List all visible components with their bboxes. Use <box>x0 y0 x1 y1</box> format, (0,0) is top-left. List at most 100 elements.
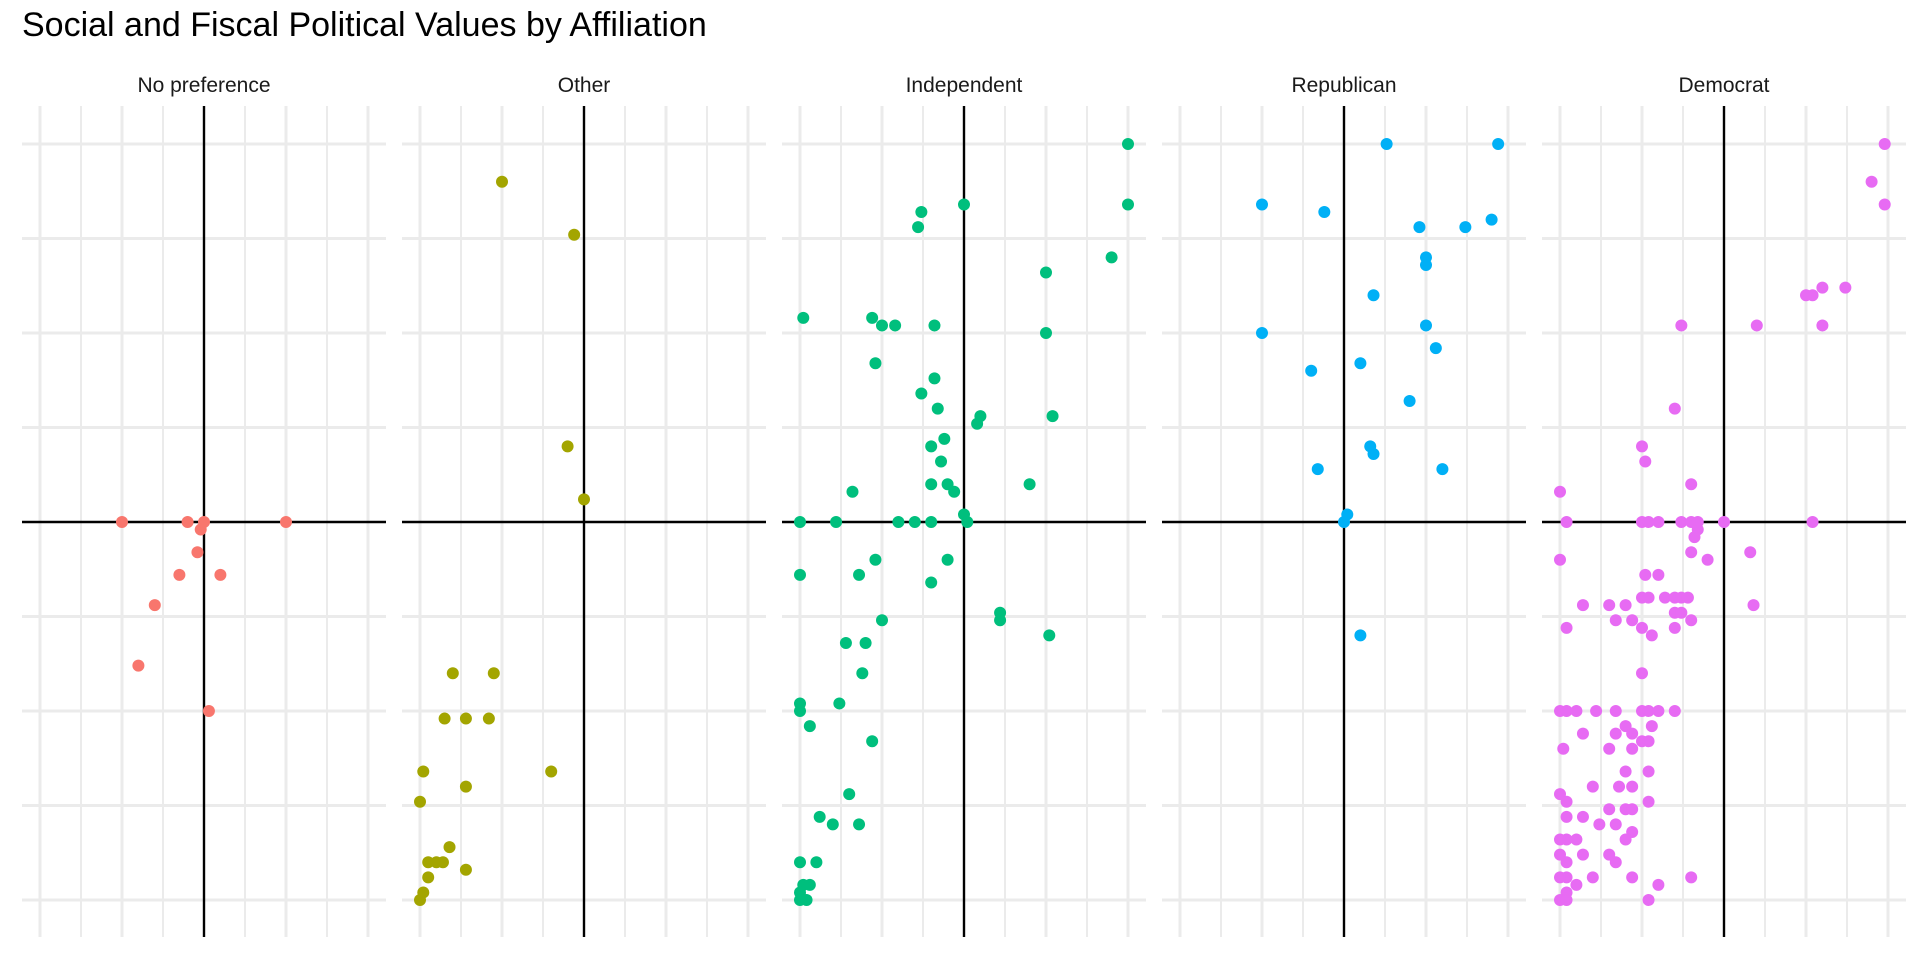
data-point <box>1603 742 1616 755</box>
data-point <box>1701 553 1714 566</box>
data-point <box>908 516 921 528</box>
data-point <box>797 311 810 324</box>
data-point <box>1636 667 1648 680</box>
data-point <box>876 319 888 332</box>
data-point <box>915 206 928 219</box>
data-point <box>892 516 905 528</box>
data-point <box>191 546 204 559</box>
data-point <box>1570 705 1583 717</box>
facet-panel: Democrat <box>1542 74 1906 937</box>
data-point <box>1609 727 1622 740</box>
data-point <box>803 720 816 733</box>
data-point <box>280 516 292 528</box>
data-point <box>436 856 449 869</box>
data-point <box>1420 258 1432 271</box>
data-point <box>1420 319 1432 332</box>
data-point <box>803 878 816 891</box>
data-point <box>1816 319 1829 332</box>
data-point <box>1341 508 1354 521</box>
data-point <box>1806 516 1819 528</box>
data-point <box>1878 138 1891 150</box>
data-point <box>866 311 879 324</box>
data-point <box>1642 735 1655 748</box>
data-point <box>876 614 888 627</box>
data-point <box>173 568 186 581</box>
data-point <box>1576 599 1589 612</box>
data-point <box>1642 516 1655 528</box>
data-point <box>794 568 806 581</box>
data-point <box>925 478 938 491</box>
data-point <box>482 712 495 725</box>
data-point <box>568 228 581 241</box>
data-point <box>1122 138 1134 150</box>
data-point <box>459 780 472 793</box>
data-point <box>148 599 161 612</box>
data-point <box>1619 599 1632 612</box>
data-point <box>1485 213 1498 226</box>
data-point <box>1675 606 1688 619</box>
data-point <box>994 614 1007 627</box>
data-point <box>1652 568 1665 581</box>
data-point <box>1593 818 1606 831</box>
data-point <box>1256 198 1268 211</box>
data-point <box>1718 516 1730 528</box>
data-point <box>1878 198 1891 211</box>
data-point <box>1557 742 1570 755</box>
data-point <box>1681 591 1694 604</box>
data-point <box>1413 221 1426 234</box>
data-point <box>853 568 866 581</box>
data-point <box>1685 871 1698 884</box>
data-point <box>496 175 508 188</box>
data-point <box>1688 531 1701 544</box>
data-point <box>1626 780 1639 793</box>
data-point <box>1436 463 1449 476</box>
data-point <box>843 788 856 801</box>
facet-panel: Independent <box>782 74 1146 937</box>
data-point <box>1023 478 1036 491</box>
data-point <box>866 735 879 748</box>
data-point <box>1675 516 1688 528</box>
data-point <box>794 705 806 717</box>
data-point <box>1560 810 1573 823</box>
data-point <box>1645 720 1658 733</box>
data-point <box>1560 705 1573 717</box>
data-point <box>794 516 806 528</box>
data-point <box>1609 614 1622 627</box>
data-point <box>800 894 813 906</box>
data-point <box>1459 221 1472 234</box>
data-point <box>1626 727 1639 740</box>
data-point <box>1040 266 1052 279</box>
data-point <box>1839 281 1852 294</box>
data-point <box>1619 833 1632 846</box>
data-point <box>1658 591 1671 604</box>
data-point <box>846 485 859 498</box>
data-point <box>1560 856 1573 869</box>
data-point <box>928 319 941 332</box>
data-point <box>414 795 426 808</box>
data-point <box>132 659 145 672</box>
facet-label: No preference <box>137 74 270 97</box>
data-point <box>1570 878 1583 891</box>
data-point <box>853 818 866 831</box>
data-point <box>1652 705 1665 717</box>
data-point <box>869 357 882 370</box>
data-point <box>1554 485 1566 498</box>
data-point <box>1626 803 1639 816</box>
data-point <box>1639 455 1652 468</box>
data-point <box>948 485 961 498</box>
data-point <box>830 516 843 528</box>
data-point <box>1554 833 1566 846</box>
data-point <box>1750 319 1763 332</box>
data-point <box>1639 568 1652 581</box>
data-point <box>1645 629 1658 642</box>
data-point <box>1040 327 1052 339</box>
data-point <box>459 712 472 725</box>
data-point <box>1626 871 1639 884</box>
data-point <box>1586 871 1599 884</box>
data-point <box>1570 833 1583 846</box>
data-point <box>181 516 194 528</box>
data-point <box>1685 478 1698 491</box>
data-point <box>459 863 472 876</box>
data-point <box>1865 175 1878 188</box>
data-point <box>1609 818 1622 831</box>
